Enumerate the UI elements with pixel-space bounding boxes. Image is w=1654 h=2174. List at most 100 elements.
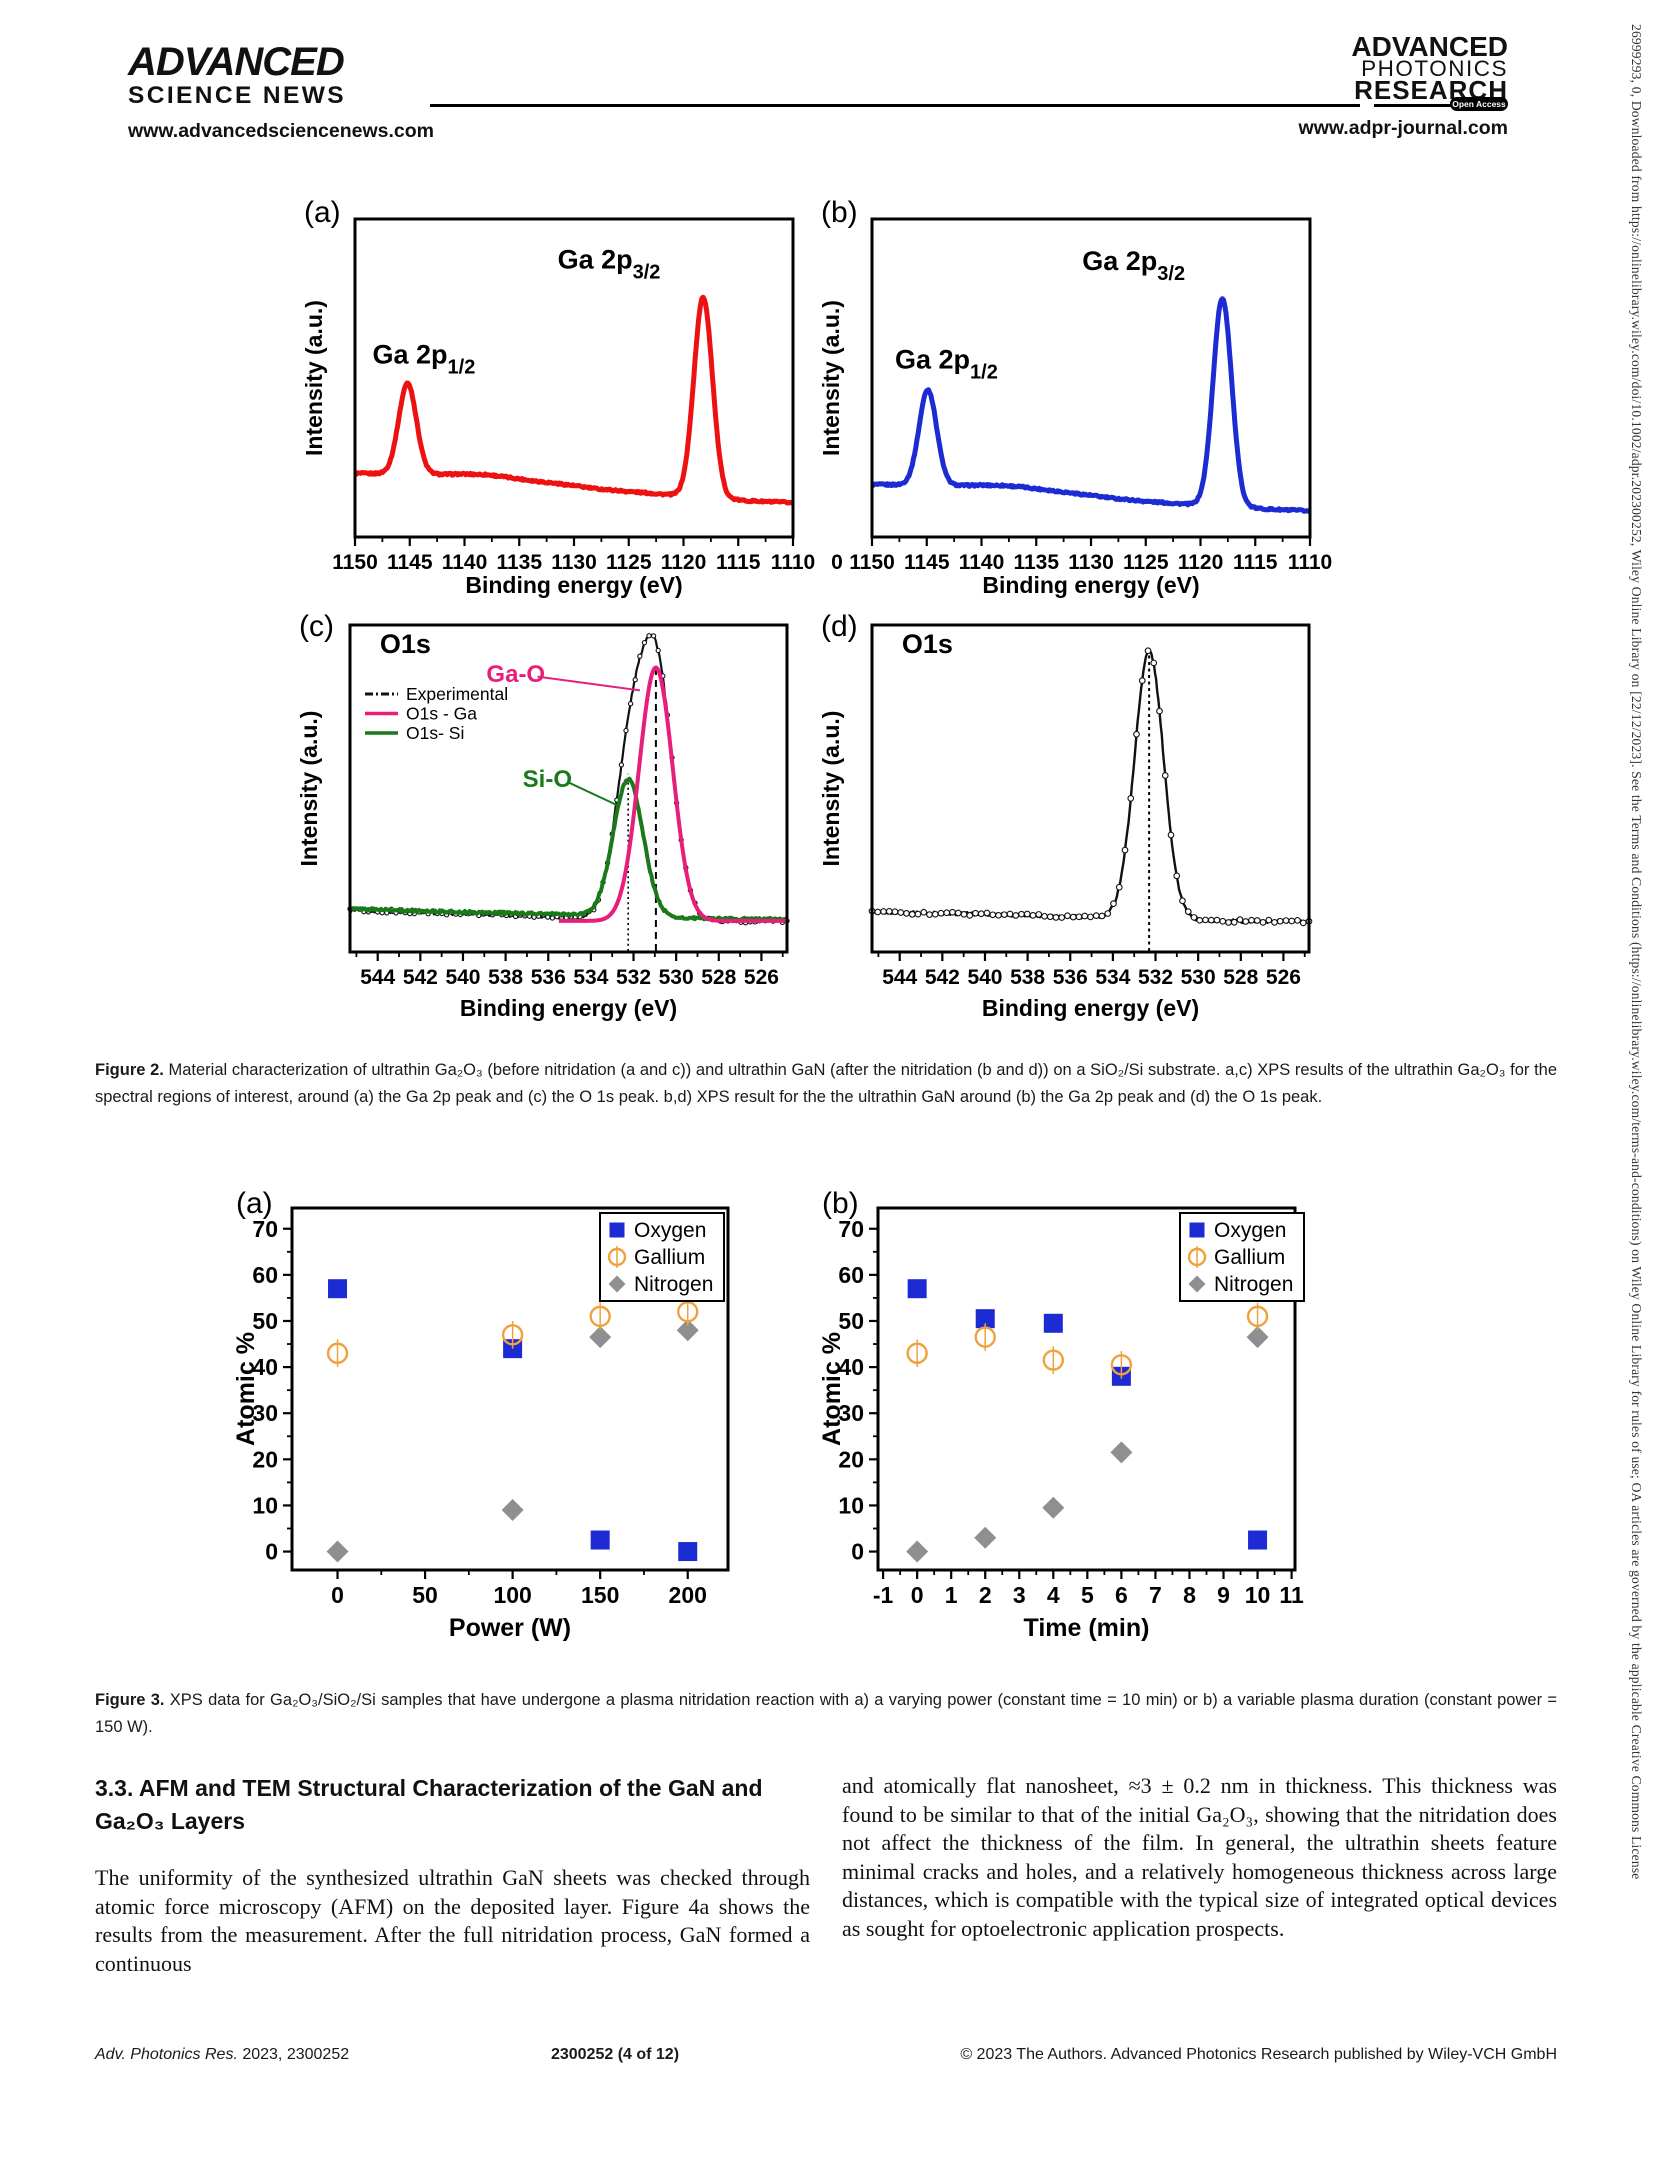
x-tick-label: 528 — [701, 966, 736, 989]
x-tick-label: 2 — [979, 1582, 992, 1608]
y-axis-label: Atomic % — [232, 1332, 260, 1446]
curve-marker — [627, 701, 634, 707]
spectrum-curve — [557, 665, 789, 923]
x-tick-label: 1145 — [387, 551, 433, 574]
data-point-circle — [589, 1305, 611, 1328]
curve-marker — [1081, 912, 1089, 920]
footer-citation-rest: 2023, 2300252 — [237, 2046, 350, 2063]
y-tick-label: 0 — [265, 1539, 278, 1565]
legend-label: Nitrogen — [1214, 1273, 1293, 1296]
curve-marker — [1184, 908, 1192, 915]
curve-marker — [1253, 917, 1261, 924]
logo-right-line1: ADVANCED — [1351, 31, 1508, 62]
curve-marker — [908, 910, 916, 918]
annotation-text: O1s — [902, 629, 953, 659]
figure3-caption-label: Figure 3. — [95, 1690, 165, 1709]
curve-marker — [1161, 772, 1169, 779]
curve-marker — [1098, 912, 1106, 920]
curve-marker — [1133, 730, 1140, 738]
curve-marker — [646, 633, 652, 639]
legend-label: O1s - Ga — [406, 704, 477, 724]
left-journal-url[interactable]: www.advancedsciencenews.com — [128, 120, 434, 142]
curve-marker — [1173, 872, 1181, 880]
legend-label: Nitrogen — [634, 1273, 713, 1296]
x-tick-label: 538 — [1010, 966, 1045, 989]
x-tick-label: 1150 — [332, 551, 378, 574]
curve-marker — [1006, 910, 1014, 918]
body-paragraph-left: The uniformity of the synthesized ultrat… — [95, 1865, 810, 1976]
curve-marker — [1064, 912, 1071, 920]
x-tick-label: 6 — [1115, 1582, 1128, 1608]
curve-marker — [1230, 918, 1238, 926]
x-tick-label: 1115 — [716, 551, 761, 574]
x-tick-label: 532 — [1138, 966, 1173, 989]
data-point-square — [590, 1530, 610, 1550]
y-tick-label: 40 — [838, 1354, 864, 1380]
figure2-caption: Figure 2. Material characterization of u… — [95, 1057, 1557, 1111]
y-tick-label: 60 — [838, 1262, 864, 1288]
x-tick-label: 530 — [659, 966, 694, 989]
body-column-right: and atomically flat nanosheet, ≈3 ± 0.2 … — [842, 1772, 1557, 1943]
curve-marker — [977, 910, 985, 918]
right-journal-url[interactable]: www.adpr-journal.com — [1298, 117, 1508, 139]
x-tick-label: 3 — [1013, 1582, 1026, 1608]
y-tick-label: 20 — [838, 1446, 864, 1472]
footer-citation: Adv. Photonics Res. 2023, 2300252 — [95, 2046, 349, 2064]
y-tick-label: 60 — [252, 1262, 278, 1288]
curve-marker — [1202, 916, 1209, 924]
curve-marker — [995, 911, 1002, 919]
legend-label: Oxygen — [634, 1219, 706, 1242]
y-tick-label: 50 — [838, 1308, 864, 1334]
x-tick-label: 10 — [1245, 1582, 1271, 1608]
figure2-caption-text: Material characterization of ultrathin G… — [95, 1060, 1558, 1106]
figure3-caption-text: XPS data for Ga₂O₃/SiO₂/Si samples that … — [95, 1690, 1558, 1736]
curve-marker — [1288, 917, 1296, 925]
y-tick-label: 70 — [252, 1216, 278, 1242]
curve-marker — [1271, 919, 1278, 926]
legend-label: Oxygen — [1214, 1219, 1286, 1242]
x-tick-label: 1135 — [496, 551, 542, 574]
curve-marker — [1087, 913, 1094, 921]
curve-marker — [1219, 917, 1227, 925]
sidebar-license-note: 26999293, 0, Downloaded from https://onl… — [1629, 24, 1644, 1880]
curve-marker — [1035, 911, 1043, 918]
curve-marker — [1144, 647, 1152, 655]
figure2-panel-d-xps-chart: (d) 544 542 540 538 536 534 532 530 528 526 Binding… — [818, 610, 1313, 1021]
curve-marker — [1242, 918, 1250, 925]
curve-marker — [926, 911, 933, 918]
y-axis-label: Intensity (a.u.) — [818, 711, 844, 867]
curve-marker — [1092, 912, 1100, 919]
x-tick-label: 534 — [1095, 966, 1130, 989]
curve-marker — [1115, 883, 1123, 891]
x-tick-label: 530 — [1181, 966, 1216, 989]
peak-label: Ga 2p3/2 — [1082, 246, 1185, 285]
x-tick-label: 1135 — [1013, 551, 1059, 574]
curve-marker — [920, 908, 928, 916]
x-tick-label: 7 — [1149, 1582, 1162, 1608]
legend-label: Gallium — [1214, 1246, 1285, 1269]
curve-marker — [874, 908, 882, 916]
x-tick-label: 526 — [1266, 966, 1301, 989]
curve-marker — [1167, 831, 1175, 839]
y-axis-label: Intensity (a.u.) — [296, 711, 322, 867]
curve-marker — [1265, 916, 1273, 924]
x-tick-label: -1 — [873, 1582, 894, 1608]
data-point-diamond — [326, 1540, 349, 1563]
x-tick-label: 538 — [488, 966, 523, 989]
curve-marker — [1276, 917, 1284, 925]
x-axis-label: Power (W) — [449, 1614, 571, 1642]
curve-marker — [1207, 916, 1215, 924]
y-tick-label: 20 — [252, 1446, 278, 1472]
peak-label: Ga 2p3/2 — [558, 244, 661, 283]
data-point-circle — [906, 1342, 928, 1364]
data-point-square — [907, 1279, 927, 1299]
curve-marker — [914, 910, 922, 918]
data-point-diamond — [906, 1540, 929, 1563]
y-tick-label: 30 — [838, 1400, 864, 1426]
curve-marker — [1052, 914, 1060, 921]
data-point-circle — [1246, 1305, 1269, 1328]
x-tick-label: 536 — [531, 966, 566, 989]
curve-marker — [880, 908, 887, 915]
curve-marker — [1121, 846, 1129, 854]
